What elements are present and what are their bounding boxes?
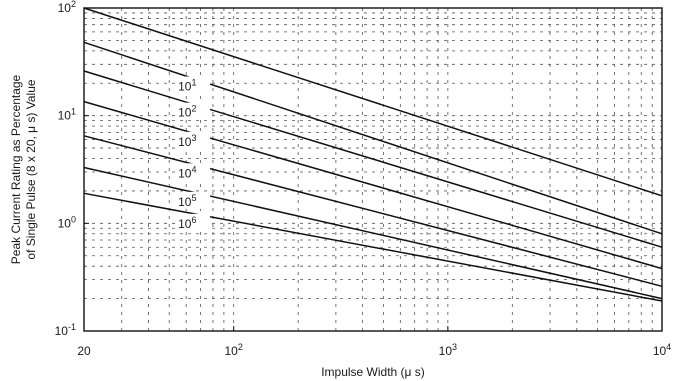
y-axis-title-line-2: of Single Pulse (8 x 20, μ s) Value [24, 79, 38, 259]
x-tick-label: 20 [77, 344, 91, 358]
y-axis-title-line-1: Peak Current Rating as Percentage [9, 74, 23, 264]
x-axis-title: Impulse Width (μ s) [321, 365, 425, 379]
